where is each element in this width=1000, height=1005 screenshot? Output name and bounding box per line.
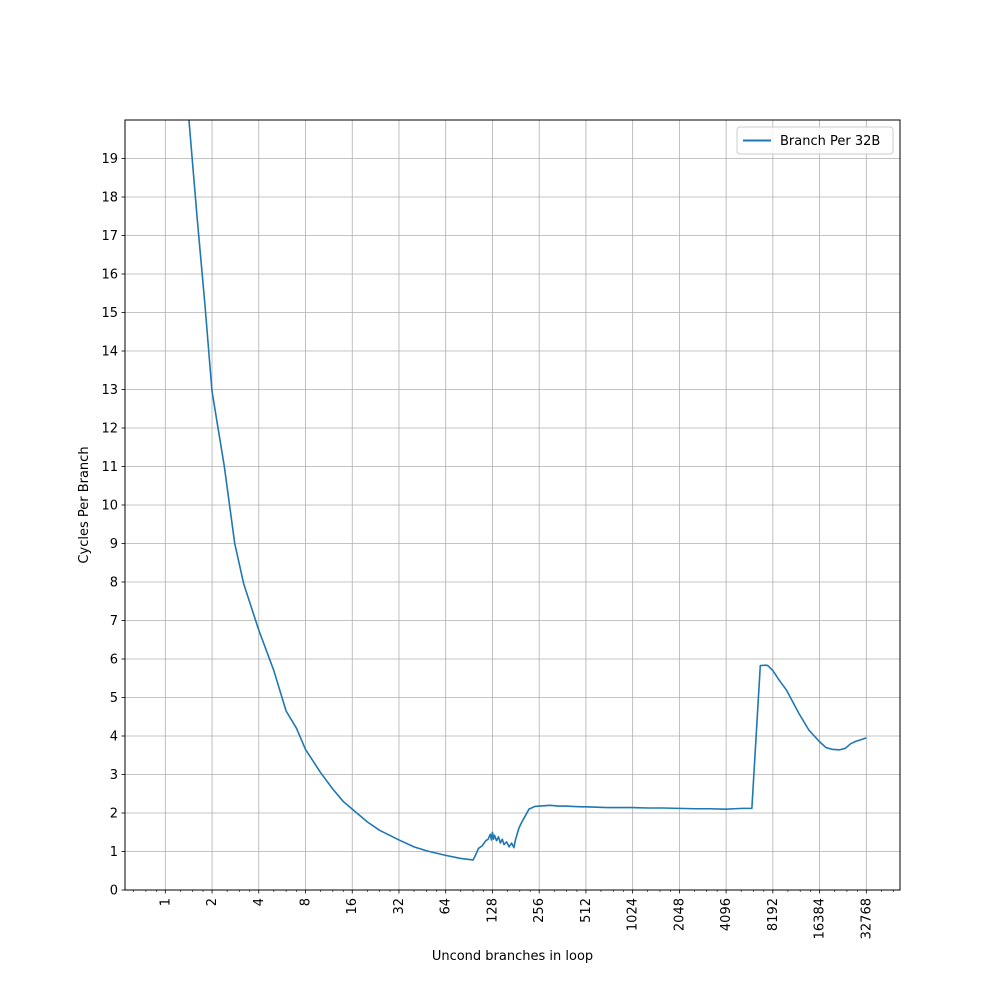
y-tick-label: 16 (101, 268, 118, 283)
plot-frame (124, 119, 901, 891)
x-tick-label: 4 (252, 898, 267, 906)
x-tick-label: 2048 (672, 898, 687, 931)
x-tick-label: 128 (485, 898, 500, 923)
x-tick-label: 8192 (766, 898, 781, 931)
y-axis-label: Cycles Per Branch (77, 446, 92, 563)
y-tick-label: 5 (110, 691, 118, 706)
y-tick-label: 6 (110, 653, 118, 668)
y-tick-label: 9 (110, 537, 118, 552)
y-tick-label: 13 (101, 383, 118, 398)
x-axis-label: Uncond branches in loop (432, 949, 593, 964)
series-line-0 (188, 120, 867, 861)
y-tick-label: 8 (110, 576, 118, 591)
legend: Branch Per 32B (736, 126, 894, 155)
x-tick-label: 512 (579, 898, 594, 923)
x-tick-label: 4096 (719, 898, 734, 931)
x-tick-label: 16 (345, 898, 360, 915)
x-tick-label: 64 (439, 898, 454, 915)
y-tick-label: 7 (110, 614, 118, 629)
x-tick-label: 32768 (859, 898, 874, 939)
series-lines (188, 120, 867, 861)
y-tick-label: 19 (101, 152, 118, 167)
y-tick-label: 10 (101, 499, 118, 514)
x-tick-label: 8 (299, 898, 314, 906)
x-tick-label: 1024 (626, 898, 641, 931)
y-tick-label: 18 (101, 191, 118, 206)
y-tick-label: 12 (101, 422, 118, 437)
y-tick-label: 11 (101, 460, 118, 475)
legend-box (736, 126, 894, 155)
y-tick-label: 2 (110, 807, 118, 822)
y-tick-label: 1 (110, 845, 118, 860)
axis-ticks: 1 2 4 8 16 32 64 128 256 512 1024 2048 4096 8192 16384… (101, 152, 874, 939)
x-tick-label: 2 (205, 898, 220, 906)
legend-label: Branch Per 32B (780, 134, 880, 149)
y-tick-label: 14 (101, 345, 118, 360)
x-tick-label: 1 (158, 898, 173, 906)
y-tick-label: 3 (110, 768, 118, 783)
x-tick-label: 32 (392, 898, 407, 915)
y-tick-label: 15 (101, 306, 118, 321)
x-tick-label: 16384 (813, 898, 828, 939)
y-tick-label: 4 (110, 730, 118, 745)
y-tick-label: 17 (101, 229, 118, 244)
x-tick-label: 256 (532, 898, 547, 923)
y-tick-label: 0 (110, 884, 118, 899)
grid (125, 120, 900, 891)
